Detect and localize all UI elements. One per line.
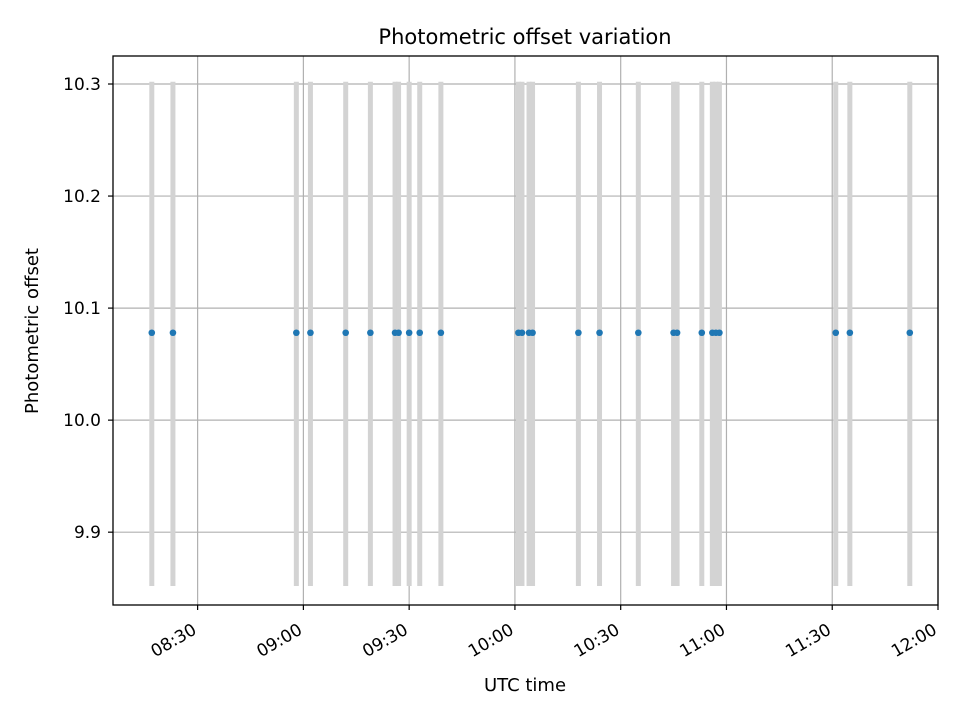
- data-point: [518, 329, 526, 337]
- grid: [113, 56, 939, 605]
- data-points: [148, 329, 914, 337]
- data-point: [846, 329, 854, 337]
- data-point: [437, 329, 445, 337]
- data-point: [906, 329, 914, 337]
- plot-frame: [112, 55, 939, 606]
- data-point: [529, 329, 536, 337]
- data-point: [293, 329, 300, 337]
- data-point: [307, 329, 314, 337]
- y-tick-label: 9.9: [74, 523, 101, 543]
- data-point: [148, 329, 156, 337]
- y-tick-label: 10.0: [63, 411, 101, 431]
- data-point: [698, 329, 706, 337]
- data-point: [169, 329, 177, 337]
- data-point: [395, 329, 402, 337]
- y-axis-label: Photometric offset: [22, 248, 43, 414]
- data-point: [575, 329, 582, 337]
- y-tick-label: 10.3: [63, 75, 101, 95]
- data-point: [405, 329, 413, 337]
- chart-title: Photometric offset variation: [378, 25, 671, 49]
- data-point: [716, 329, 723, 337]
- data-point: [635, 329, 642, 337]
- y-tick-label: 10.2: [63, 187, 101, 207]
- x-axis-label: UTC time: [484, 675, 566, 696]
- data-point: [832, 329, 840, 337]
- data-point: [673, 329, 681, 337]
- data-point: [367, 329, 374, 337]
- data-point: [342, 329, 349, 337]
- y-tick-label: 10.1: [63, 299, 101, 319]
- data-point: [416, 329, 424, 337]
- y-axis-ticks: 9.9 10.0 10.1 10.2 10.3: [63, 75, 113, 543]
- data-point: [596, 329, 603, 337]
